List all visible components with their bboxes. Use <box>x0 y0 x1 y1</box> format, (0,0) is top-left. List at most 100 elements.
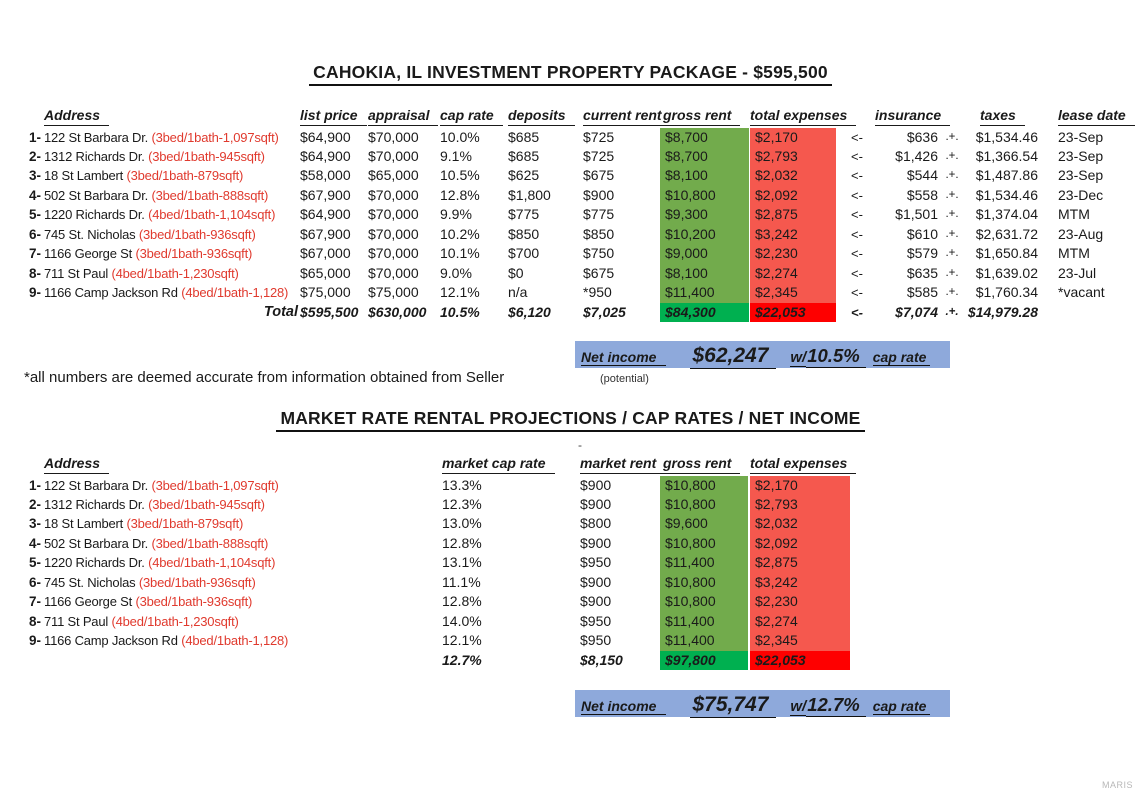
arrow-left-icon: <- <box>851 304 863 320</box>
plus-separator: .+. <box>945 169 959 182</box>
address-text: 18 St Lambert <box>44 168 124 184</box>
table2-row: 6- 745 St. Nicholas (3bed/1bath-936sqft) 1… <box>0 572 1141 593</box>
table1-row: 6- 745 St. Nicholas (3bed/1bath-936sqft) $… <box>0 224 1141 245</box>
row-number: 5- <box>28 207 41 223</box>
address-spec: (3bed/1bath-879sqft) <box>123 168 244 184</box>
table1-total-row: Total $595,500 $630,000 10.5% $6,120 $7,025 $8… <box>0 302 1141 322</box>
cap-rate-label: cap rate <box>872 698 931 715</box>
header-insurance: insurance <box>875 107 951 126</box>
net-income-value: $75,747 <box>690 693 777 718</box>
taxes-cell: $1,650.84 <box>975 245 1038 262</box>
address-spec: (4bed/1bath-1,128) <box>177 285 289 301</box>
row-number <box>21 651 41 670</box>
plus-separator: .+. <box>945 188 959 201</box>
table2-row: 4- 502 St Barbara Dr. (3bed/1bath-888sqft… <box>0 533 1141 554</box>
appraisal-cell: $70,000 <box>368 225 419 242</box>
taxes-cell: $14,979.28 <box>967 303 1038 320</box>
row-number: 8- <box>28 265 41 281</box>
address-spec: (3bed/1bath-879sqft) <box>123 516 244 532</box>
address-cell: 711 St Paul (4bed/1bath-1,230sqft) <box>44 612 298 631</box>
plus-separator: .+. <box>945 208 959 221</box>
appraisal-cell: $65,000 <box>368 167 419 184</box>
address-cell: 1166 Camp Jackson Rd (4bed/1bath-1,128) <box>44 283 298 302</box>
address-text: 745 St. Nicholas <box>44 226 136 242</box>
table2-row: 9- 1166 Camp Jackson Rd (4bed/1bath-1,128… <box>0 631 1141 651</box>
address-text: 1220 Richards Dr. <box>44 555 145 571</box>
list-price-cell: $64,900 <box>300 206 351 223</box>
address-text: 745 St. Nicholas <box>44 574 136 590</box>
address-spec: (3bed/1bath-945sqft) <box>144 496 265 512</box>
market-rent-cell: $950 <box>580 612 612 629</box>
header-total-expenses: total expenses <box>750 107 857 126</box>
deposits-cell: $1,800 <box>508 186 551 203</box>
list-price-cell: $75,000 <box>300 284 351 301</box>
market-rent-cell: $900 <box>580 593 612 610</box>
table2-row: 5- 1220 Richards Dr. (4bed/1bath-1,104sqf… <box>0 553 1141 573</box>
total-expenses-cell: $2,170 <box>750 475 850 495</box>
arrow-left-icon: <- <box>851 168 863 184</box>
address-text: Total <box>263 303 298 320</box>
address-text: 122 St Barbara Dr. <box>44 129 149 145</box>
address-spec: (4bed/1bath-1,104sqft) <box>144 555 276 571</box>
address-spec: (3bed/1bath-936sqft) <box>132 594 253 610</box>
deposits-cell: n/a <box>508 284 528 301</box>
row-number: 2- <box>28 496 41 512</box>
address-cell: 1166 George St (3bed/1bath-936sqft) <box>44 592 298 611</box>
total-expenses-cell: $2,274 <box>750 263 836 284</box>
cap-rate-value: 12.7% <box>806 694 866 717</box>
address-cell: 745 St. Nicholas (3bed/1bath-936sqft) <box>44 573 298 592</box>
total-expenses-cell: $2,793 <box>750 494 850 515</box>
gross-rent-cell: $11,400 <box>660 611 748 632</box>
deposits-cell: $625 <box>508 167 540 184</box>
total-expenses-cell: $22,053 <box>750 650 850 670</box>
appraisal-cell: $70,000 <box>368 186 419 203</box>
taxes-cell: $1,760.34 <box>975 284 1038 301</box>
total-expenses-cell: $3,242 <box>750 572 850 593</box>
net-income-label: Net income <box>581 349 667 366</box>
page-title: CAHOKIA, IL INVESTMENT PROPERTY PACKAGE … <box>309 62 832 86</box>
address-text: 1312 Richards Dr. <box>44 148 145 164</box>
appraisal-cell: $70,000 <box>368 264 419 281</box>
appraisal-cell: $630,000 <box>368 303 427 320</box>
plus-separator: .+. <box>945 305 959 318</box>
appraisal-cell: $70,000 <box>368 147 419 164</box>
total-expenses-cell: $2,230 <box>750 244 836 264</box>
market-cap-rate-cell: 12.8% <box>442 593 482 610</box>
lease-date-cell: 23-Sep <box>1058 147 1104 164</box>
taxes-cell: $1,374.04 <box>975 206 1038 223</box>
row-number: 2- <box>28 148 41 164</box>
total-expenses-cell: $2,032 <box>750 514 850 534</box>
address-cell: 502 St Barbara Dr. (3bed/1bath-888sqft) <box>44 186 298 205</box>
row-number: 1- <box>28 477 41 493</box>
plus-separator: .+. <box>945 266 959 279</box>
row-number: 8- <box>28 613 41 629</box>
table2-row: 8- 711 St Paul (4bed/1bath-1,230sqft) 14.0… <box>0 611 1141 632</box>
gross-rent-cell: $9,600 <box>660 514 748 534</box>
address-spec: (3bed/1bath-1,097sqft) <box>148 129 279 145</box>
market-rent-cell: $900 <box>580 476 612 493</box>
current-rent-cell: $7,025 <box>583 303 626 320</box>
row-number: 7- <box>28 246 41 262</box>
address-spec: (3bed/1bath-936sqft) <box>135 574 256 590</box>
gross-rent-cell: $11,400 <box>660 283 749 303</box>
insurance-cell: $7,074 <box>895 303 938 320</box>
gross-rent-cell: $8,100 <box>660 263 749 284</box>
total-expenses-cell: $2,345 <box>750 631 850 651</box>
gross-rent-cell: $9,300 <box>660 205 749 225</box>
total-expenses-cell: $2,875 <box>750 553 850 573</box>
arrow-left-icon: <- <box>851 246 863 262</box>
address-spec: (3bed/1bath-945sqft) <box>144 148 265 164</box>
list-price-cell: $67,000 <box>300 245 351 262</box>
address-text: 122 St Barbara Dr. <box>44 477 149 493</box>
gross-rent-cell: $9,000 <box>660 244 749 264</box>
address-text: 502 St Barbara Dr. <box>44 535 149 551</box>
current-rent-cell: $850 <box>583 225 615 242</box>
list-price-cell: $67,900 <box>300 186 351 203</box>
taxes-cell: $1,534.46 <box>975 128 1038 145</box>
total-expenses-cell: $2,092 <box>750 533 850 554</box>
lease-date-cell: 23-Jul <box>1058 264 1097 281</box>
current-rent-cell: $775 <box>583 206 615 223</box>
gross-rent-cell: $11,400 <box>660 631 748 651</box>
address-text: 1166 Camp Jackson Rd <box>44 285 178 301</box>
current-rent-cell: $725 <box>583 128 615 145</box>
